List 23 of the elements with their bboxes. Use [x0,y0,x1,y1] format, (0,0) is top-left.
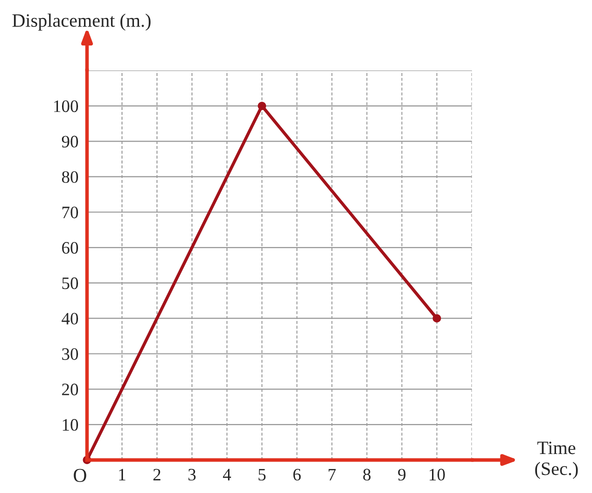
x-tick-label: 10 [430,468,445,481]
x-tick-label: 7 [328,468,336,480]
x-tick-label: 1 [119,468,126,480]
x-axis-title: Time (Sec.) [535,442,578,479]
y-tick-label: 40 [62,312,78,325]
y-tick-label: 60 [62,242,78,254]
y-tick-label: 30 [62,348,78,360]
x-tick-label: O [74,468,86,482]
y-tick-label: 10 [62,419,78,431]
y-tick-label: 70 [62,206,78,218]
x-tick-label: 6 [293,468,301,481]
x-tick-label: 8 [363,468,371,481]
y-tick-label: 90 [62,136,78,148]
x-tick-label: 5 [258,468,266,481]
x-tick-label: 9 [398,468,406,481]
y-tick-label: 80 [62,171,78,183]
x-tick-label: 4 [222,468,232,480]
x-tick-label: 2 [153,468,160,480]
x-tick-label: 3 [188,468,196,481]
y-tick-label: 100 [54,100,78,112]
y-axis-title: Displacement (m.) [12,14,151,31]
y-tick-label: 20 [62,384,78,396]
y-tick-label: 50 [62,277,78,290]
